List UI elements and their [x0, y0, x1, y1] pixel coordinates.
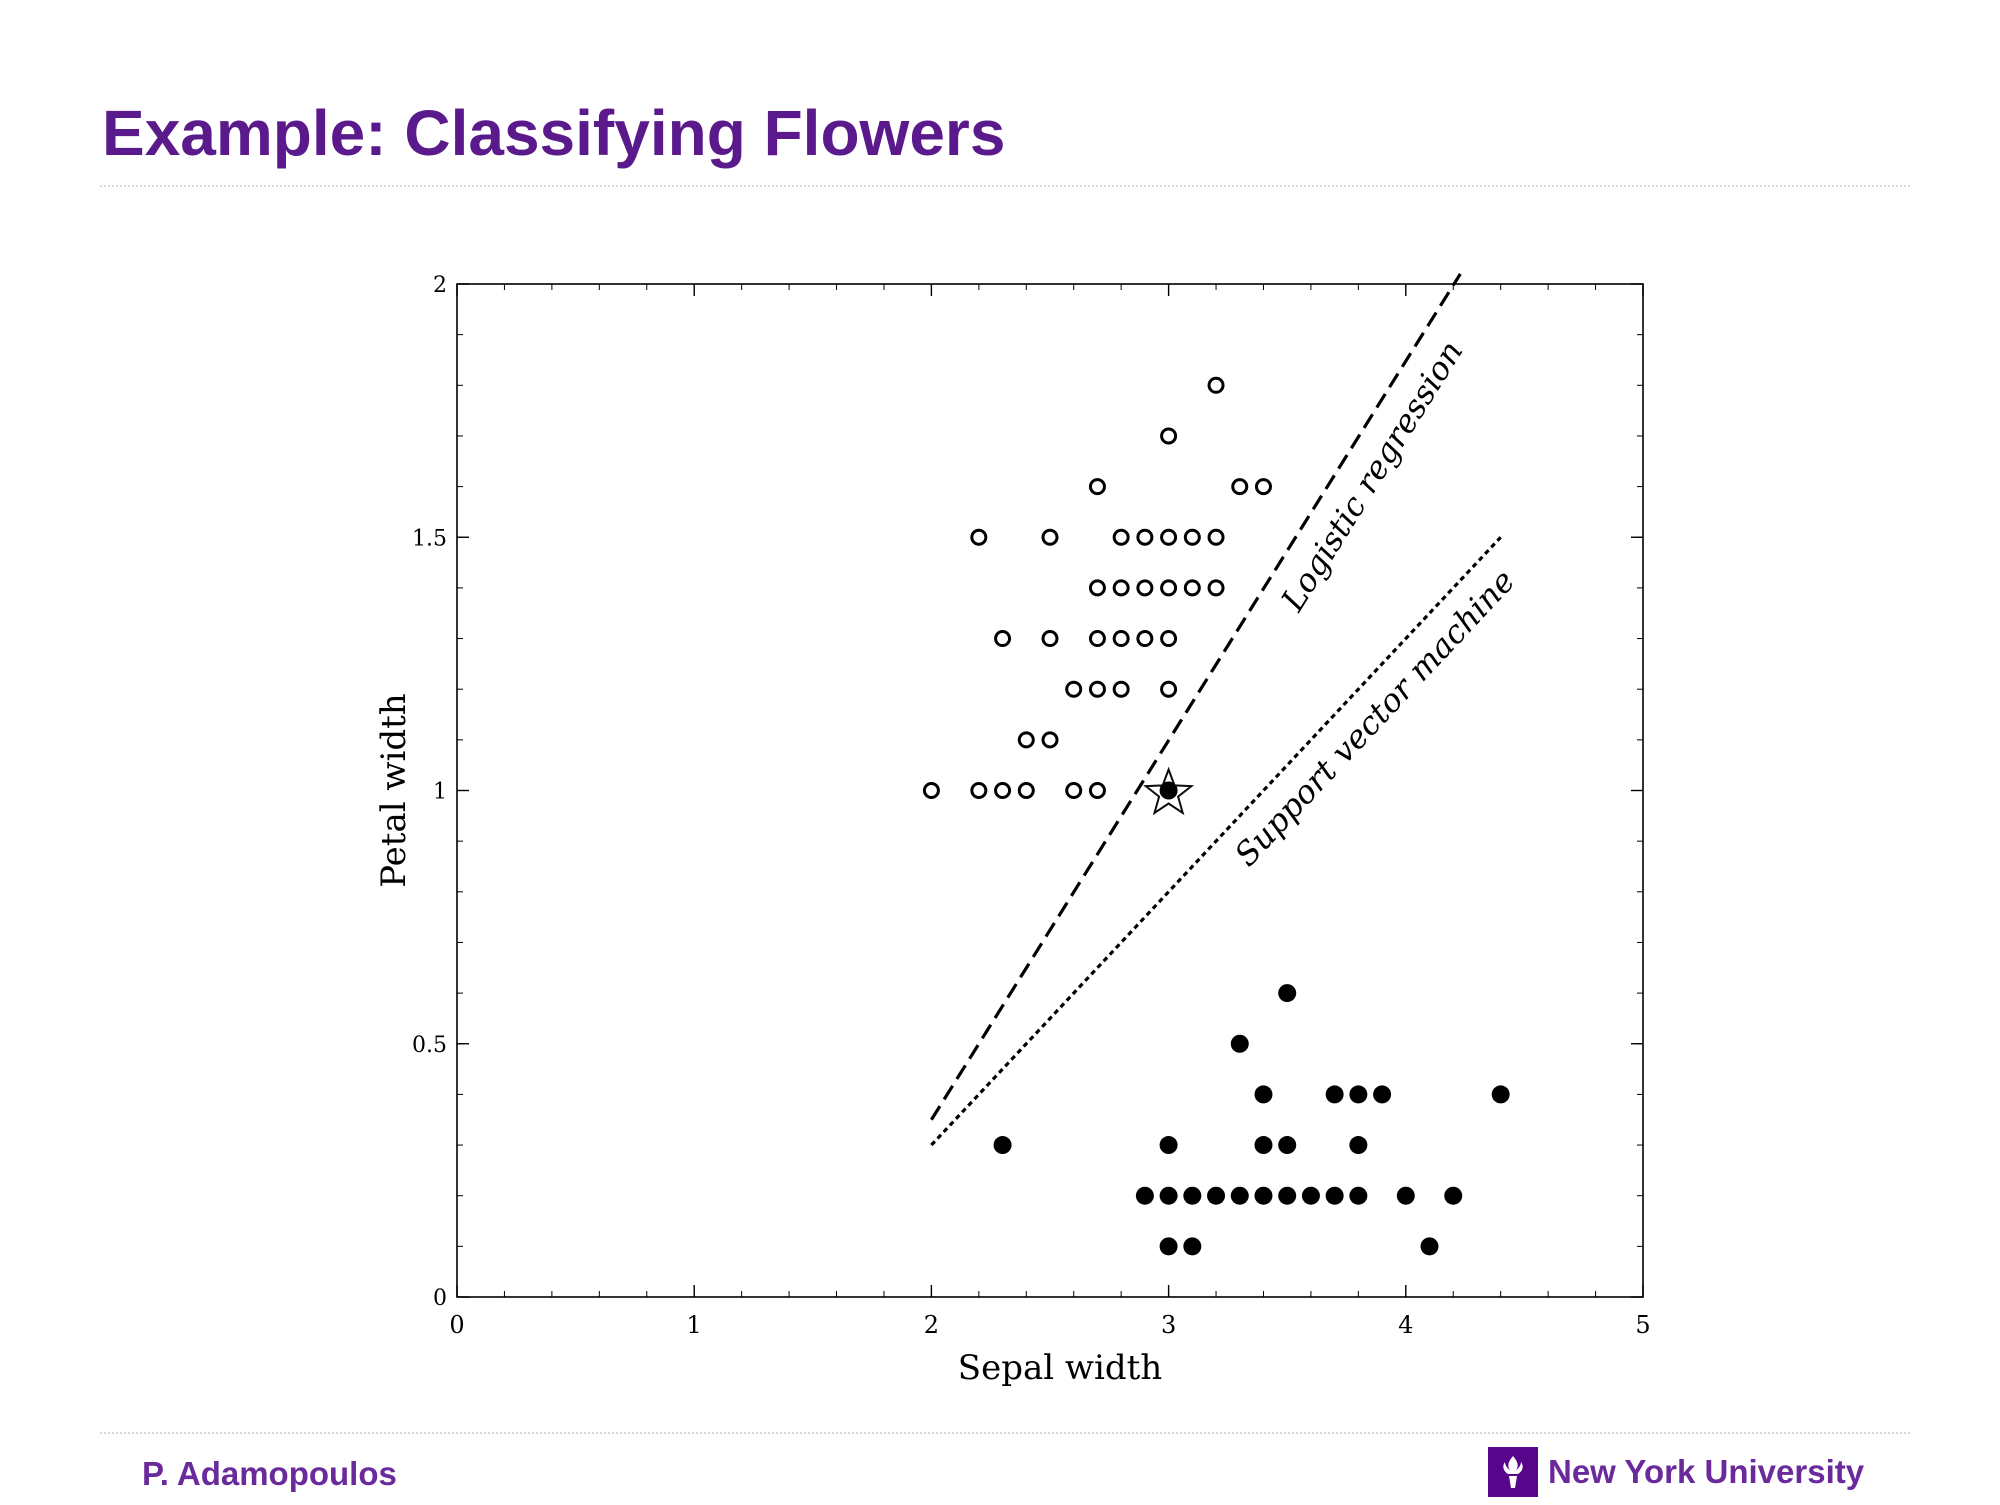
open-circle-point: [1112, 528, 1130, 546]
filled-circle-point: [1135, 1186, 1154, 1205]
open-circle-point: [1088, 579, 1106, 597]
open-circle-point: [1088, 680, 1106, 698]
institution-branding: New York University: [1488, 1446, 1864, 1498]
open-circle-point: [1207, 376, 1225, 394]
x-tick-label: 5: [1635, 1311, 1650, 1339]
open-circle-point: [1160, 630, 1178, 648]
filled-circle-point: [1183, 1237, 1202, 1256]
open-circle-point: [1017, 782, 1035, 799]
open-circle-point: [1088, 630, 1106, 648]
filled-circle-point: [1254, 1186, 1273, 1205]
logistic-regression-label: Logistic regression: [1273, 334, 1471, 618]
open-circle-point: [1112, 579, 1130, 597]
open-circle-point: [994, 782, 1012, 799]
y-tick-label: 0.5: [412, 1033, 447, 1058]
svm-line: [930, 536, 1502, 1147]
open-circle-point: [1112, 630, 1130, 648]
filled-circle-point: [1325, 1186, 1344, 1205]
open-circle-point: [1183, 528, 1201, 546]
open-circle-point: [994, 630, 1012, 648]
open-circle-point: [1136, 630, 1154, 648]
filled-circle-point: [1373, 1085, 1392, 1104]
x-tick-label: 4: [1398, 1311, 1413, 1339]
footer-divider: [100, 1432, 1910, 1434]
filled-circle-point: [993, 1136, 1012, 1155]
filled-circle-point: [1254, 1136, 1273, 1155]
filled-circle-point: [1159, 1136, 1178, 1155]
open-circle-point: [1041, 528, 1059, 546]
filled-circle-point: [1159, 1186, 1178, 1205]
x-tick-label: 1: [687, 1311, 702, 1339]
open-circle-point: [1088, 782, 1106, 799]
filled-circle-point: [1325, 1085, 1344, 1104]
svm-label: Support vector machine: [1227, 562, 1522, 874]
open-circle-point: [1207, 579, 1225, 597]
title-divider: [100, 185, 1910, 187]
open-circle-point: [970, 528, 988, 546]
open-circle-point: [1041, 731, 1059, 749]
open-circle-point: [970, 782, 988, 799]
open-circle-point: [1112, 680, 1130, 698]
slide-title: Example: Classifying Flowers: [102, 97, 1006, 169]
y-tick-label: 1.5: [412, 526, 447, 551]
logistic-regression-line: [930, 273, 1462, 1121]
open-circle-point: [922, 782, 940, 799]
filled-circle-point: [1254, 1085, 1273, 1104]
filled-circle-point: [1278, 984, 1297, 1003]
filled-circle-point: [1230, 1034, 1249, 1053]
open-circle-point: [1160, 528, 1178, 546]
filled-circle-point: [1420, 1237, 1439, 1256]
filled-circle-point: [1349, 1085, 1368, 1104]
open-circle-point: [1183, 579, 1201, 597]
filled-circle-point: [1396, 1186, 1415, 1205]
plot-frame: [456, 283, 1644, 1298]
y-tick-label: 1: [433, 780, 447, 805]
y-tick-label: 2: [433, 273, 447, 298]
open-circle-point: [1088, 478, 1106, 496]
y-tick-label: 0: [433, 1286, 447, 1311]
x-tick-label: 0: [449, 1311, 464, 1339]
open-circle-point: [1160, 427, 1178, 445]
open-circle-point: [1254, 478, 1272, 496]
filled-circle-point: [1349, 1136, 1368, 1155]
open-circle-point: [1065, 782, 1083, 799]
open-circle-point: [1136, 579, 1154, 597]
filled-circle-point: [1278, 1136, 1297, 1155]
open-circle-point: [1160, 579, 1178, 597]
filled-circle-point: [1230, 1186, 1249, 1205]
open-circle-point: [1231, 478, 1249, 496]
x-tick-label: 3: [1161, 1311, 1176, 1339]
filled-circle-point: [1278, 1186, 1297, 1205]
open-circle-point: [1041, 630, 1059, 648]
filled-circle-point: [1491, 1085, 1510, 1104]
filled-circle-point: [1349, 1186, 1368, 1205]
filled-circle-point: [1444, 1186, 1463, 1205]
open-circle-point: [1017, 731, 1035, 749]
x-tick-label: 2: [924, 1311, 939, 1339]
nyu-torch-icon: [1488, 1447, 1538, 1497]
highlighted-point: [1159, 781, 1178, 800]
y-axis-label: Petal width: [374, 693, 414, 887]
open-circle-point: [1136, 528, 1154, 546]
open-circle-point: [1207, 528, 1225, 546]
filled-circle-point: [1301, 1186, 1320, 1205]
open-circle-point: [1160, 680, 1178, 698]
filled-circle-point: [1183, 1186, 1202, 1205]
filled-circle-point: [1207, 1186, 1226, 1205]
institution-name: New York University: [1548, 1453, 1865, 1490]
open-circle-point: [1065, 680, 1083, 698]
author-name: P. Adamopoulos: [142, 1455, 397, 1492]
x-axis-label: Sepal width: [958, 1348, 1162, 1388]
filled-circle-point: [1159, 1237, 1178, 1256]
